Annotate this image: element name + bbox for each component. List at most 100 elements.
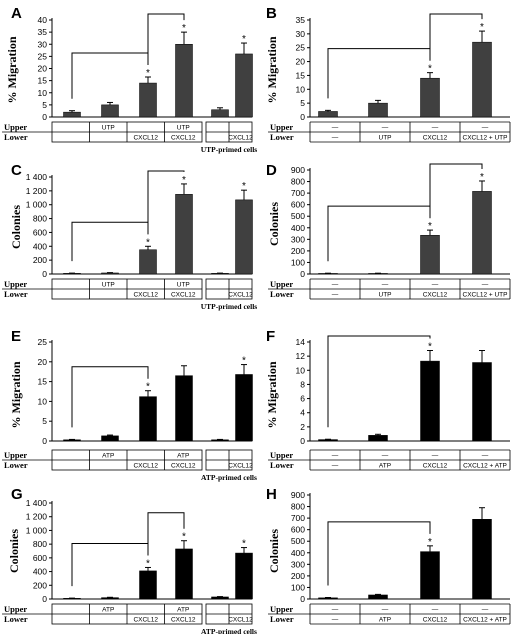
y-tick-label: 600 — [33, 227, 47, 237]
primed-cells-label: UTP-primed cells — [201, 302, 258, 311]
y-tick-label: 400 — [33, 241, 47, 251]
bar — [211, 439, 229, 442]
table-cell-upper: ATP — [177, 453, 189, 460]
bar — [368, 435, 388, 442]
table-cell-lower: — — [332, 135, 339, 142]
y-tick-label: 500 — [291, 211, 305, 221]
table-cell-lower: CXCL12 — [228, 292, 253, 299]
table-cell-lower: CXCL12 — [171, 292, 196, 299]
bar — [101, 597, 119, 600]
y-tick-label: 0 — [42, 436, 47, 446]
panel-letter: B — [266, 5, 277, 22]
table-cell-lower: CXCL12 — [133, 292, 158, 299]
row-label-upper: Upper — [4, 450, 27, 460]
y-tick-label: 0 — [300, 594, 305, 604]
table-cell-lower: UTP — [379, 135, 392, 142]
bar — [472, 41, 492, 118]
y-axis-label: Colonies — [267, 202, 281, 246]
table-cell-lower: ATP — [379, 617, 391, 624]
bar — [420, 235, 440, 275]
y-tick-label: 35 — [38, 27, 48, 37]
y-tick-label: 20 — [38, 64, 48, 74]
bar — [139, 396, 157, 442]
y-tick-label: 700 — [291, 513, 305, 523]
bar — [368, 594, 388, 600]
table-cell-upper: — — [332, 282, 339, 289]
significance-star: * — [480, 172, 484, 183]
bar — [235, 199, 253, 275]
table-cell-lower: — — [332, 617, 339, 624]
y-tick-label: 10 — [296, 365, 306, 375]
table-cell-upper: — — [432, 453, 439, 460]
table-cell-upper: — — [382, 125, 389, 132]
y-tick-label: 1 200 — [26, 186, 48, 196]
table-cell-lower: UTP — [379, 292, 392, 299]
bar — [139, 249, 157, 275]
table-cell-upper: — — [482, 607, 489, 614]
y-tick-label: 100 — [291, 257, 305, 267]
significance-bracket — [71, 52, 149, 99]
primed-cells-label: ATP-primed cells — [201, 627, 257, 634]
table-cell-upper: — — [432, 282, 439, 289]
y-tick-label: 0 — [42, 594, 47, 604]
significance-star: * — [428, 537, 432, 548]
table-cell-lower: CXCL12 — [133, 617, 158, 624]
y-tick-label: 35 — [296, 15, 306, 25]
y-tick-label: 25 — [38, 337, 48, 347]
y-tick-label: 4 — [300, 408, 305, 418]
row-label-lower: Lower — [270, 132, 294, 142]
bar — [368, 102, 388, 118]
table-cell-lower: CXCL12 + ATP — [463, 463, 507, 470]
significance-bracket — [71, 366, 149, 428]
significance-star: * — [480, 22, 484, 33]
y-tick-label: 1 000 — [26, 525, 48, 535]
y-axis-label: % Migration — [9, 361, 23, 428]
table-cell-lower: CXCL12 — [171, 463, 196, 470]
y-tick-label: 900 — [291, 490, 305, 500]
bar — [420, 551, 440, 600]
table-cell-upper: — — [332, 453, 339, 460]
y-axis-label: % Migration — [265, 36, 279, 103]
table-cell-upper: — — [482, 125, 489, 132]
bar — [318, 597, 338, 600]
significance-bracket — [327, 521, 431, 586]
y-tick-label: 40 — [38, 15, 48, 25]
table-cell-upper: ATP — [102, 607, 114, 614]
significance-star: * — [428, 64, 432, 75]
significance-bracket — [147, 13, 185, 65]
row-label-lower: Lower — [4, 460, 28, 470]
row-label-upper: Upper — [270, 122, 293, 132]
significance-star: * — [146, 237, 150, 248]
bar — [175, 194, 193, 275]
y-tick-label: 200 — [291, 571, 305, 581]
y-tick-label: 0 — [42, 112, 47, 122]
row-label-upper: Upper — [4, 604, 27, 614]
y-axis-label: Colonies — [267, 529, 281, 573]
significance-star: * — [182, 175, 186, 186]
bar — [63, 111, 81, 118]
bar — [211, 596, 229, 600]
y-tick-label: 1 200 — [26, 512, 48, 522]
y-tick-label: 0 — [300, 112, 305, 122]
row-label-lower: Lower — [4, 614, 28, 624]
significance-star: * — [146, 558, 150, 569]
y-tick-label: 8 — [300, 379, 305, 389]
bar — [235, 53, 253, 118]
significance-star: * — [182, 23, 186, 34]
y-tick-label: 10 — [38, 88, 48, 98]
table-cell-lower: CXCL12 — [228, 135, 253, 142]
significance-star: * — [242, 539, 246, 550]
significance-bracket — [429, 163, 483, 219]
y-axis-label: % Migration — [265, 361, 279, 428]
y-tick-label: 15 — [296, 70, 306, 80]
bar — [235, 374, 253, 442]
table-cell-upper: — — [482, 453, 489, 460]
table-cell-upper: UTP — [177, 282, 190, 289]
significance-star: * — [242, 356, 246, 367]
y-tick-label: 400 — [291, 548, 305, 558]
y-tick-label: 600 — [291, 525, 305, 535]
y-tick-label: 25 — [38, 51, 48, 61]
bar — [101, 272, 119, 275]
panel-letter: C — [11, 162, 22, 179]
table-cell-upper: UTP — [102, 125, 115, 132]
